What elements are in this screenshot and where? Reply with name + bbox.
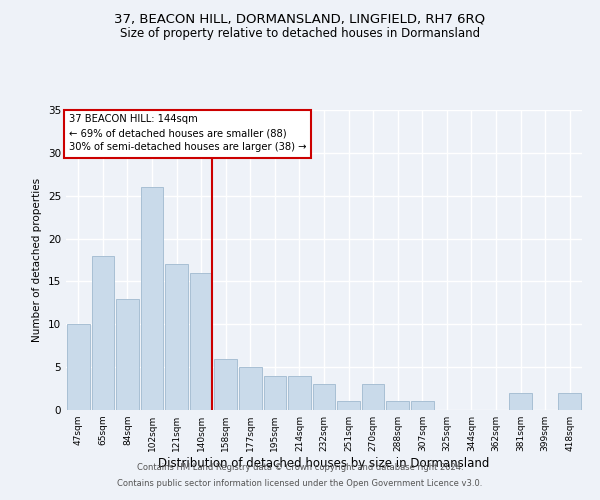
X-axis label: Distribution of detached houses by size in Dormansland: Distribution of detached houses by size …: [158, 457, 490, 470]
Bar: [239, 367, 262, 410]
Text: Contains HM Land Registry data © Crown copyright and database right 2024.: Contains HM Land Registry data © Crown c…: [137, 464, 463, 472]
Bar: [165, 264, 188, 410]
Bar: [362, 384, 385, 410]
Bar: [116, 298, 139, 410]
Bar: [214, 358, 237, 410]
Bar: [92, 256, 114, 410]
Bar: [190, 273, 212, 410]
Bar: [509, 393, 532, 410]
Bar: [559, 393, 581, 410]
Bar: [411, 402, 434, 410]
Bar: [67, 324, 89, 410]
Text: Size of property relative to detached houses in Dormansland: Size of property relative to detached ho…: [120, 28, 480, 40]
Y-axis label: Number of detached properties: Number of detached properties: [32, 178, 43, 342]
Bar: [386, 402, 409, 410]
Bar: [263, 376, 286, 410]
Text: 37 BEACON HILL: 144sqm
← 69% of detached houses are smaller (88)
30% of semi-det: 37 BEACON HILL: 144sqm ← 69% of detached…: [68, 114, 306, 152]
Bar: [288, 376, 311, 410]
Text: Contains public sector information licensed under the Open Government Licence v3: Contains public sector information licen…: [118, 478, 482, 488]
Text: 37, BEACON HILL, DORMANSLAND, LINGFIELD, RH7 6RQ: 37, BEACON HILL, DORMANSLAND, LINGFIELD,…: [115, 12, 485, 26]
Bar: [313, 384, 335, 410]
Bar: [140, 187, 163, 410]
Bar: [337, 402, 360, 410]
